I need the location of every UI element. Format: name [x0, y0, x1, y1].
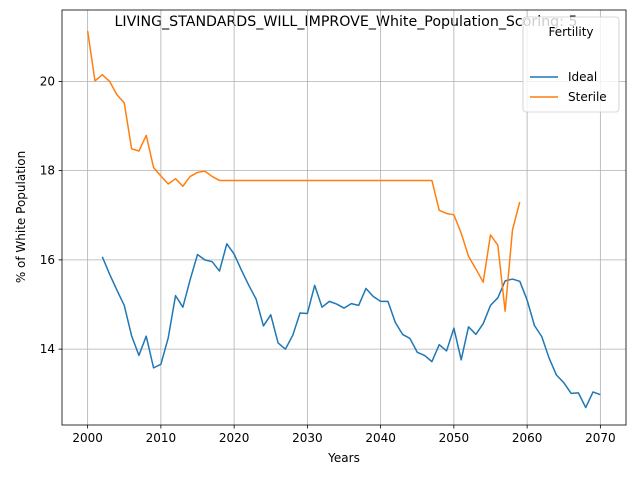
legend-title: Fertility [548, 25, 593, 39]
y-axis-label: % of White Population [14, 151, 28, 283]
legend: Fertility Ideal Sterile [522, 16, 620, 113]
y-tick-label: 14 [40, 342, 55, 356]
series-lines [86, 30, 601, 409]
x-axis-label: Years [327, 451, 360, 465]
plot-frame [61, 9, 627, 426]
chart-title: LIVING_STANDARDS_WILL_IMPROVE_White_Popu… [114, 14, 577, 30]
x-axis-ticks: 2000 2010 2020 2030 2040 2050 2060 2070 [72, 425, 616, 445]
x-tick-label: 2070 [585, 431, 616, 445]
legend-box [522, 16, 620, 113]
y-tick-label: 20 [40, 74, 55, 88]
y-tick-label: 18 [40, 164, 55, 178]
x-tick-label: 2030 [292, 431, 323, 445]
series-line-sterile [86, 30, 521, 312]
legend-label-sterile: Sterile [568, 90, 607, 104]
x-tick-label: 2000 [72, 431, 103, 445]
x-tick-label: 2050 [439, 431, 470, 445]
series-line-ideal [101, 243, 601, 409]
y-tick-label: 16 [40, 253, 55, 267]
x-tick-label: 2040 [365, 431, 396, 445]
y-axis-ticks: 14 16 18 20 [40, 74, 62, 356]
legend-label-ideal: Ideal [568, 70, 597, 84]
x-tick-label: 2020 [219, 431, 250, 445]
x-tick-label: 2010 [146, 431, 177, 445]
x-tick-label: 2060 [512, 431, 543, 445]
